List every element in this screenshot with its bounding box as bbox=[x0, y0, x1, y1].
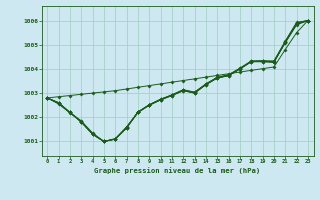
X-axis label: Graphe pression niveau de la mer (hPa): Graphe pression niveau de la mer (hPa) bbox=[94, 167, 261, 174]
